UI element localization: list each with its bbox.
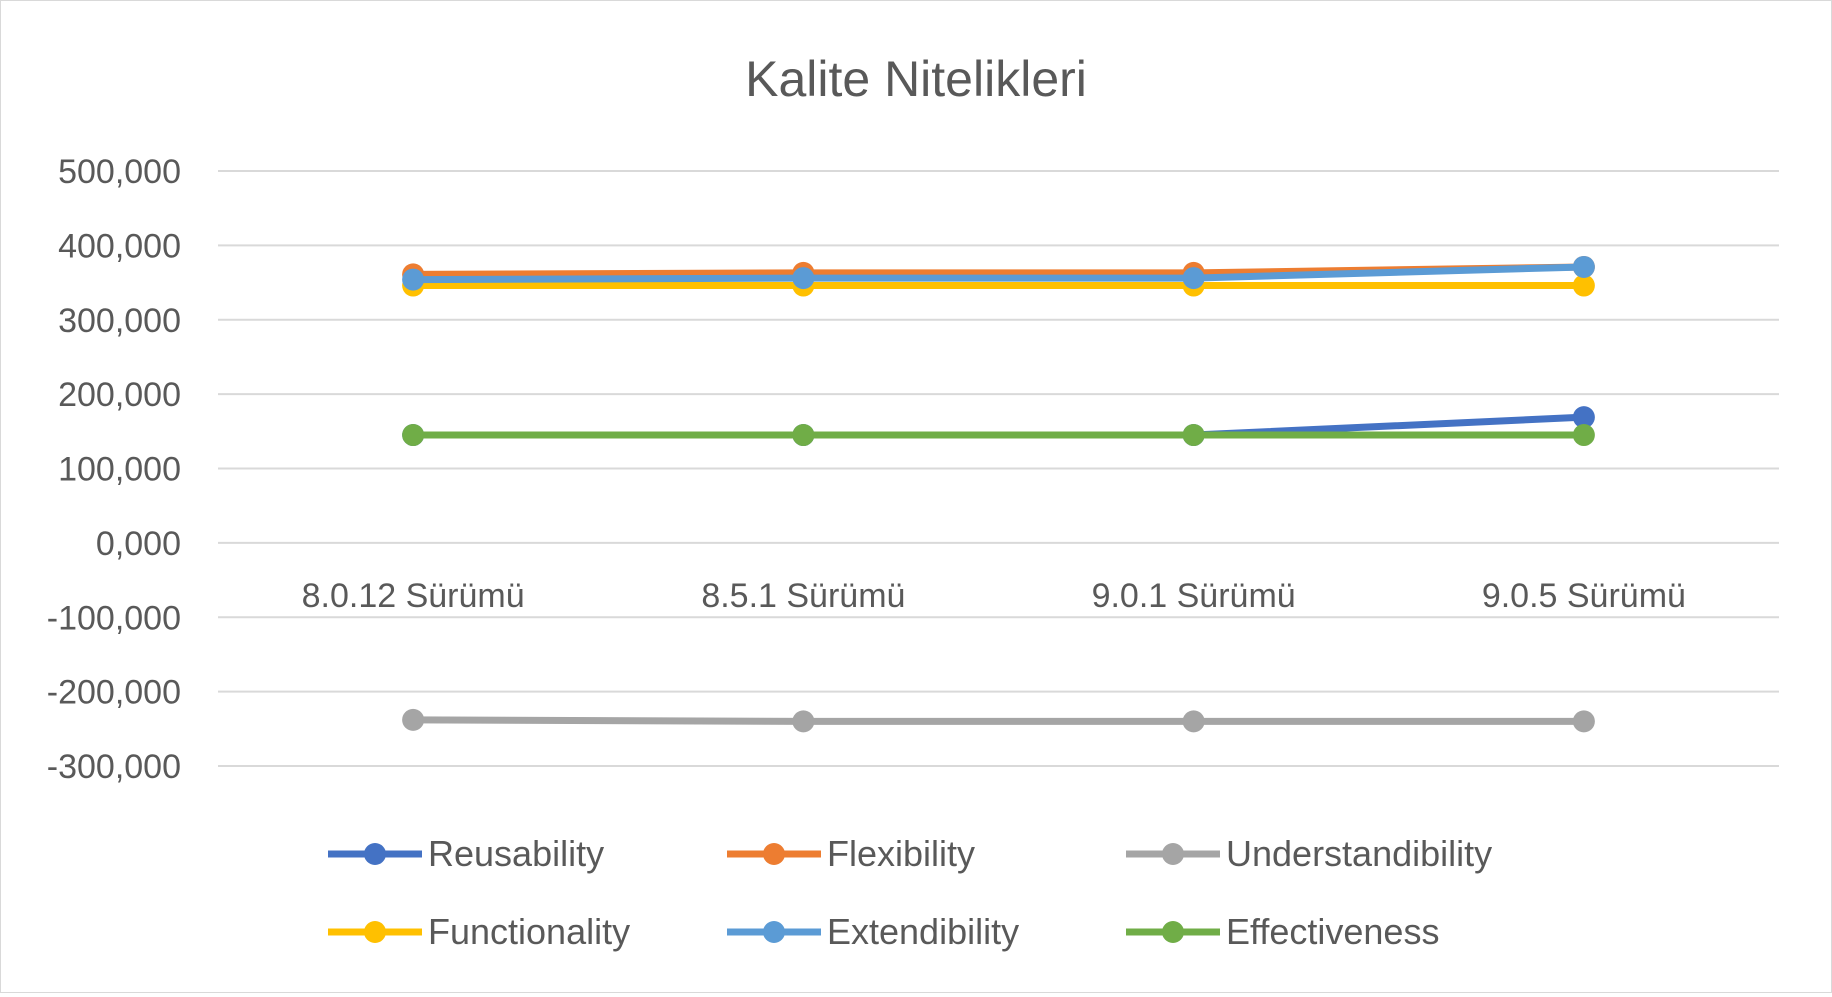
data-point	[1572, 255, 1595, 278]
series-understandibility	[402, 708, 1595, 733]
y-axis-tick-labels: 500,000 400,000 300,000 200,000 100,000 0,000…	[47, 153, 181, 786]
legend-item-functionality: Functionality	[328, 911, 630, 952]
data-point	[792, 267, 815, 290]
legend-label: Reusability	[428, 833, 604, 874]
legend-item-extendibility: Extendibility	[727, 911, 1019, 952]
x-tick-label: 8.5.1 Sürümü	[701, 577, 905, 615]
legend-marker-icon	[364, 843, 386, 865]
series-line	[413, 263, 1584, 284]
series-line	[413, 716, 1584, 725]
data-point	[792, 710, 815, 733]
data-point	[1572, 424, 1595, 447]
legend-marker-icon	[763, 843, 785, 865]
legend: Reusability Flexibility Understandibility F…	[328, 833, 1492, 952]
data-point	[1572, 710, 1595, 733]
series-effectiveness	[402, 424, 1595, 447]
legend-marker-icon	[1162, 921, 1184, 943]
y-tick-label: -100,000	[47, 599, 181, 637]
data-point	[402, 268, 425, 291]
x-axis-tick-labels: 8.0.12 Sürümü 8.5.1 Sürümü 9.0.1 Sürümü 9.0…	[302, 577, 1686, 615]
series-lines	[402, 255, 1595, 733]
legend-marker-icon	[364, 921, 386, 943]
series-extendibility	[402, 255, 1595, 291]
data-point	[402, 708, 425, 731]
x-tick-label: 8.0.12 Sürümü	[302, 577, 525, 615]
gridlines	[218, 170, 1779, 767]
legend-item-flexibility: Flexibility	[727, 833, 975, 874]
data-point	[1182, 424, 1205, 447]
data-point	[792, 424, 815, 447]
legend-item-understandibility: Understandibility	[1126, 833, 1492, 874]
x-tick-label: 9.0.5 Sürümü	[1482, 577, 1686, 615]
y-tick-label: 100,000	[58, 451, 181, 489]
y-tick-label: 0,000	[96, 525, 181, 563]
y-tick-label: -300,000	[47, 748, 181, 786]
legend-label: Functionality	[428, 911, 630, 952]
legend-item-effectiveness: Effectiveness	[1126, 911, 1439, 952]
y-tick-label: 500,000	[58, 153, 181, 191]
chart-title: Kalite Nitelikleri	[745, 51, 1087, 107]
legend-label: Extendibility	[827, 911, 1019, 952]
data-point	[1182, 267, 1205, 290]
legend-marker-icon	[763, 921, 785, 943]
y-tick-label: -200,000	[47, 674, 181, 712]
data-point	[402, 424, 425, 447]
legend-label: Understandibility	[1226, 833, 1492, 874]
series-reusability	[402, 406, 1595, 447]
data-point	[1182, 710, 1205, 733]
data-point	[1572, 274, 1595, 297]
legend-label: Flexibility	[827, 833, 975, 874]
data-point	[1572, 406, 1595, 429]
y-tick-label: 300,000	[58, 302, 181, 340]
legend-item-reusability: Reusability	[328, 833, 604, 874]
y-tick-label: 200,000	[58, 376, 181, 414]
legend-label: Effectiveness	[1226, 911, 1439, 952]
legend-marker-icon	[1162, 843, 1184, 865]
x-tick-label: 9.0.1 Sürümü	[1092, 577, 1296, 615]
y-tick-label: 400,000	[58, 227, 181, 265]
